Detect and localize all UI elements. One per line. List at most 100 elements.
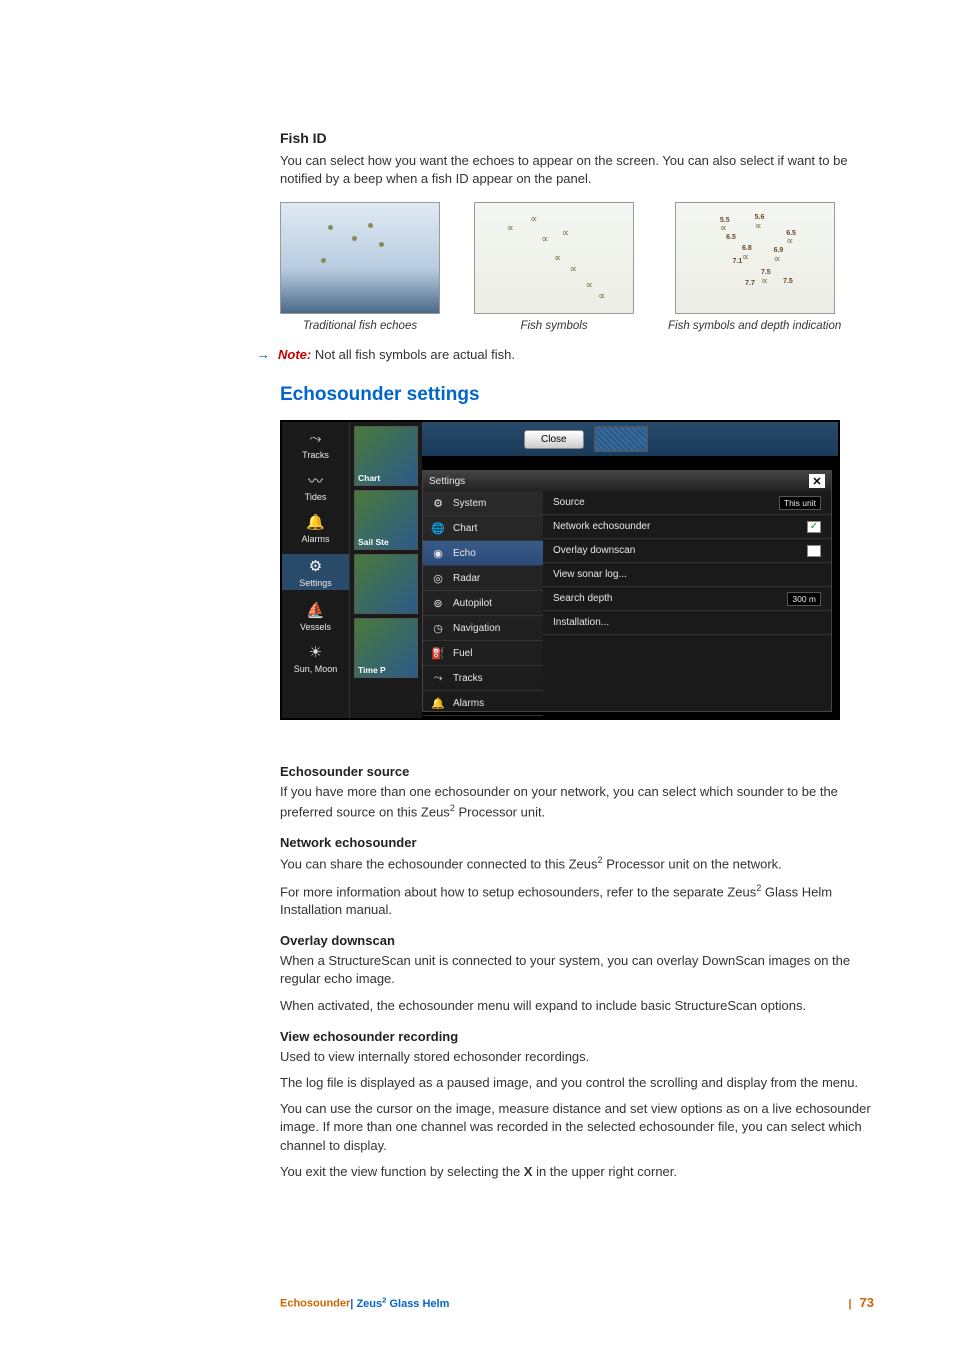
page-thumbnail[interactable]: Chart (354, 426, 418, 486)
settings-category-radar[interactable]: ◎ Radar (423, 566, 543, 591)
category-label: Autopilot (453, 598, 492, 609)
settings-category-list: ⚙System 🌐 Chart ◉ Echo ◎ Radar ⊚ Autopilot ◷ Navig… (423, 491, 543, 711)
figure-image-symbols: ∝ ∝ ∝ ∝ ∝ ∝ ∝ ∝ (474, 202, 634, 314)
category-label: Echo (453, 548, 476, 559)
thumb-label: Sail Ste (358, 537, 389, 547)
settings-dialog-title: Settings (429, 476, 465, 487)
checkbox[interactable] (807, 521, 821, 533)
settings-row-network-echosounder[interactable]: Network echosounder (543, 515, 831, 539)
category-icon: 🌐 (431, 521, 445, 535)
settings-row-source[interactable]: Source This unit (543, 491, 831, 515)
category-icon: ⛽ (431, 646, 445, 660)
settings-row-installation-[interactable]: Installation... (543, 611, 831, 635)
category-icon: ◎ (431, 571, 445, 585)
page-footer: Echosounder| Zeus2 Glass Helm |73 (280, 1295, 874, 1310)
subsection-heading: Overlay downscan (280, 933, 874, 948)
close-button[interactable]: Close (524, 430, 584, 449)
footer-breadcrumb: Echosounder| Zeus2 Glass Helm (280, 1295, 449, 1310)
note-arrow-icon: → (256, 346, 270, 362)
subsection-heading: Network echosounder (280, 835, 874, 850)
body-text: When activated, the echosounder menu wil… (280, 997, 874, 1015)
category-label: System (453, 498, 486, 509)
page-thumbnail[interactable]: Time P (354, 618, 418, 678)
note-body: Not all fish symbols are actual fish. (311, 347, 515, 362)
category-icon: ⤳ (431, 671, 445, 685)
category-label: Alarms (453, 698, 484, 709)
footer-section: Echosounder (280, 1298, 350, 1310)
sidebar-label: Alarms (301, 534, 329, 544)
settings-row-label: Installation... (553, 617, 609, 628)
settings-category-navigation[interactable]: ◷ Navigation (423, 616, 543, 641)
category-icon: ◉ (431, 546, 445, 560)
settings-screenshot: ⤳Tracks〰Tides🔔Alarms⚙Settings⛵Vessels☀Su… (280, 420, 840, 720)
category-label: Fuel (453, 648, 472, 659)
settings-category-chart[interactable]: 🌐 Chart (423, 516, 543, 541)
dropdown-value[interactable]: 300 m (787, 592, 821, 606)
subsection-heading: View echosounder recording (280, 1029, 874, 1044)
note-row: → Note: Not all fish symbols are actual … (256, 346, 874, 362)
figure-caption: Fish symbols and depth indication (668, 320, 841, 332)
settings-category-system[interactable]: ⚙System (423, 491, 543, 516)
figure-caption: Traditional fish echoes (303, 320, 417, 332)
subsection-echosounder-source: Echosounder sourceIf you have more than … (280, 764, 874, 821)
category-label: Radar (453, 573, 480, 584)
sidebar-icon: ⤳ (303, 428, 327, 448)
settings-row-label: Overlay downscan (553, 545, 635, 556)
settings-category-echo[interactable]: ◉ Echo (423, 541, 543, 566)
section-heading-echosounder-settings: Echosounder settings (280, 384, 874, 406)
close-icon[interactable]: ✕ (809, 474, 825, 488)
settings-row-label: Search depth (553, 593, 613, 604)
body-text: You can share the echosounder connected … (280, 854, 874, 874)
category-label: Chart (453, 523, 477, 534)
settings-row-label: Network echosounder (553, 521, 650, 532)
sidebar-icon: ⛵ (304, 600, 328, 620)
home-sidebar: ⤳ Tracks 〰Tides 🔔 Alarms ⚙Settings ⛵ Vessels ☀Su… (282, 422, 350, 718)
sidebar-label: Tides (305, 492, 327, 502)
note-label: Note: (278, 347, 311, 362)
category-icon: ⊚ (431, 596, 445, 610)
home-sidebar-item-tracks[interactable]: ⤳ Tracks (302, 428, 329, 460)
category-icon: ◷ (431, 621, 445, 635)
sidebar-icon: ☀ (304, 642, 328, 662)
figure-caption: Fish symbols (520, 320, 587, 332)
body-text: For more information about how to setup … (280, 882, 874, 920)
settings-category-tracks[interactable]: ⤳Tracks (423, 666, 543, 691)
settings-category-fuel[interactable]: ⛽ Fuel (423, 641, 543, 666)
note-text: Note: Not all fish symbols are actual fi… (278, 347, 515, 362)
settings-row-label: Source (553, 497, 585, 508)
dropdown-value[interactable]: This unit (779, 496, 821, 510)
settings-category-alarms[interactable]: 🔔Alarms (423, 691, 543, 716)
figure-row: Traditional fish echoes ∝ ∝ ∝ ∝ ∝ ∝ ∝ ∝ … (280, 202, 874, 332)
checkbox[interactable] (807, 545, 821, 557)
home-sidebar-item-alarms[interactable]: 🔔 Alarms (301, 512, 329, 544)
sidebar-label: Tracks (302, 450, 329, 460)
figure-image-traditional (280, 202, 440, 314)
thumb-label: Time P (358, 665, 386, 675)
settings-dialog: Settings ✕ ⚙System 🌐 Chart ◉ Echo ◎ Radar ⊚ Auto… (422, 470, 832, 712)
sidebar-label: Vessels (300, 622, 331, 632)
body-text: Used to view internally stored echosonde… (280, 1048, 874, 1066)
sidebar-icon: 🔔 (303, 512, 327, 532)
home-sidebar-item-vessels[interactable]: ⛵ Vessels (300, 600, 331, 632)
page-thumbnail[interactable]: Sail Ste (354, 490, 418, 550)
fish-id-heading: Fish ID (280, 130, 874, 146)
settings-row-search-depth[interactable]: Search depth 300 m (543, 587, 831, 611)
body-text: You can use the cursor on the image, mea… (280, 1100, 874, 1155)
sidebar-icon: ⚙ (304, 556, 328, 576)
thumb-label: Chart (358, 473, 380, 483)
figure-symbols: ∝ ∝ ∝ ∝ ∝ ∝ ∝ ∝ Fish symbols (474, 202, 634, 332)
settings-row-view-sonar-log-[interactable]: View sonar log... (543, 563, 831, 587)
settings-category-autopilot[interactable]: ⊚ Autopilot (423, 591, 543, 616)
figure-traditional: Traditional fish echoes (280, 202, 440, 332)
settings-row-overlay-downscan[interactable]: Overlay downscan (543, 539, 831, 563)
settings-row-label: View sonar log... (553, 569, 627, 580)
category-label: Navigation (453, 623, 500, 634)
home-sidebar-item-tides[interactable]: 〰Tides (304, 470, 328, 502)
body-text: If you have more than one echosounder on… (280, 783, 874, 821)
page-thumbnail[interactable] (354, 554, 418, 614)
home-sidebar-item-sun-moon[interactable]: ☀Sun, Moon (294, 642, 338, 674)
thumb-column: Chart Sail Ste Time P (350, 422, 422, 718)
home-sidebar-item-settings[interactable]: ⚙Settings (282, 554, 349, 590)
body-text: The log file is displayed as a paused im… (280, 1074, 874, 1092)
settings-dialog-header: Settings ✕ (423, 471, 831, 491)
